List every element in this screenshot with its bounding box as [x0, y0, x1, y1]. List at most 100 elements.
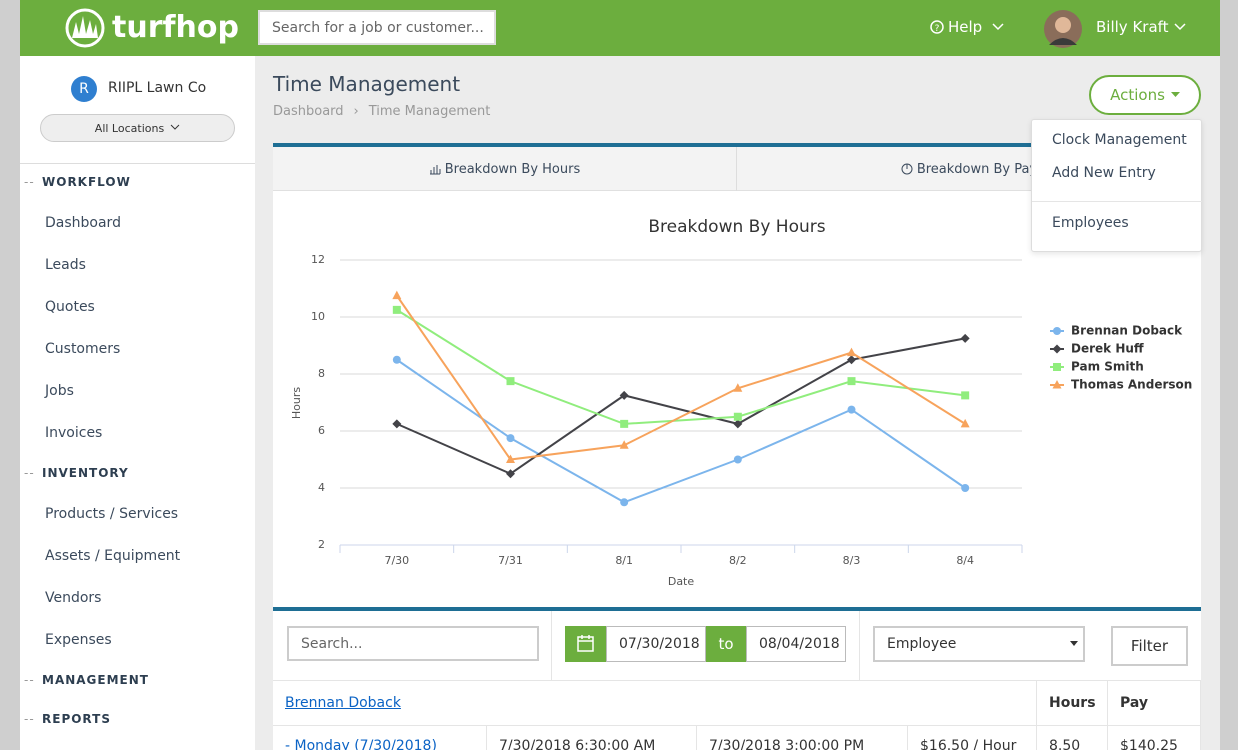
section-header[interactable]: -- INVENTORY — [20, 454, 255, 493]
table-cell: 7/30/2018 3:00:00 PM — [697, 726, 908, 750]
x-tick-label: 8/3 — [843, 554, 861, 567]
select-label: Employee — [887, 636, 957, 652]
point — [733, 412, 742, 421]
location-label: All Locations — [94, 121, 165, 135]
calendar-button[interactable] — [565, 626, 606, 662]
tab[interactable]: Breakdown By Hours — [273, 147, 737, 191]
section-header[interactable]: -- WORKFLOW — [20, 163, 255, 202]
y-tick-label: 6 — [318, 424, 325, 437]
point — [506, 469, 515, 479]
nav-item[interactable]: Expenses — [45, 632, 112, 648]
search-box[interactable]: Search for a job or customer... — [258, 10, 496, 45]
separator — [859, 611, 860, 681]
dash: -- — [24, 466, 35, 480]
divider — [20, 163, 255, 164]
page-title: Time Management — [273, 72, 461, 96]
y-tick-label: 8 — [318, 367, 325, 380]
point — [392, 305, 401, 314]
series-line — [396, 337, 966, 475]
help-icon: ? — [930, 20, 944, 34]
menu-item[interactable]: Add New Entry — [1052, 165, 1156, 181]
series-line — [396, 358, 966, 504]
chevron — [992, 23, 1004, 31]
breadcrumb-current: Time Management — [368, 104, 491, 119]
search-input[interactable]: Search... — [287, 626, 539, 661]
breadcrumb-link[interactable]: Dashboard — [273, 104, 344, 119]
company-badge: R — [71, 76, 97, 102]
nav-item[interactable]: Jobs — [45, 383, 74, 399]
table-cell[interactable]: - Monday (7/30/2018) — [273, 726, 487, 750]
nav-item[interactable]: Leads — [45, 257, 86, 273]
employee-link[interactable]: Brennan Doback — [273, 681, 1037, 726]
location-select[interactable]: All Locations — [40, 114, 235, 142]
table-cell: 7/30/2018 6:30:00 AM — [487, 726, 697, 750]
legend-label: Derek Huff — [1071, 342, 1144, 356]
user-name[interactable]: Billy Kraft — [1096, 18, 1169, 36]
point — [620, 498, 629, 507]
legend-label: Brennan Doback — [1071, 324, 1183, 338]
point — [733, 419, 743, 429]
section-title: REPORTS — [42, 712, 111, 726]
point — [392, 355, 401, 364]
separator: › — [353, 104, 359, 119]
end-date[interactable]: 08/04/2018 — [746, 626, 846, 662]
actions-button[interactable]: Actions — [1089, 75, 1201, 115]
nav-item[interactable]: Invoices — [45, 425, 103, 441]
bar-icon — [429, 164, 441, 174]
employee-select[interactable]: Employee — [873, 626, 1085, 662]
section-title: WORKFLOW — [42, 175, 131, 189]
legend-marker — [1053, 363, 1061, 371]
nav: -- WORKFLOW Dashboard Leads Quotes Customers J… — [20, 163, 255, 739]
avatar[interactable] — [1043, 9, 1083, 49]
nav-item[interactable]: Vendors — [45, 590, 102, 606]
tab-label: Breakdown By Hours — [444, 161, 581, 177]
point — [961, 391, 970, 400]
chevron — [170, 124, 180, 130]
caret — [1070, 641, 1078, 646]
legend-marker — [1052, 380, 1062, 389]
x-tick-label: 8/1 — [615, 554, 633, 567]
tab[interactable]: Breakdown By Pay — [737, 147, 1201, 191]
nav-item[interactable]: Dashboard — [45, 215, 121, 231]
brand[interactable]: turfhop — [112, 10, 239, 45]
svg-text:?: ? — [935, 24, 940, 34]
table: Brennan Doback Hours Pay - Monday (7/30/201… — [273, 681, 1201, 750]
chart-title: Breakdown By Hours — [648, 217, 825, 237]
section-header[interactable]: -- MANAGEMENT — [20, 661, 255, 700]
legend-marker — [1053, 327, 1061, 335]
nav-item[interactable]: Quotes — [45, 299, 95, 315]
filter-button[interactable]: Filter — [1111, 626, 1188, 666]
start-date[interactable]: 07/30/2018 — [606, 626, 706, 662]
actions-label: Actions — [1110, 86, 1165, 104]
point — [847, 405, 856, 414]
y-tick-label: 4 — [318, 481, 325, 494]
point — [620, 419, 629, 428]
y-axis-title: Hours — [290, 387, 303, 419]
menu-item[interactable]: Employees — [1052, 215, 1129, 231]
actions-menu: Clock Management Add New Entry Employees — [1031, 119, 1202, 252]
point — [961, 484, 970, 492]
y-tick-label: 2 — [318, 538, 325, 551]
point — [847, 355, 856, 365]
company-name[interactable]: RIIPL Lawn Co — [108, 80, 207, 96]
point — [506, 377, 515, 386]
x-tick-label: 7/31 — [498, 554, 523, 567]
help-menu[interactable]: Help — [948, 18, 983, 36]
point — [619, 440, 629, 449]
point — [960, 333, 970, 343]
nav-item[interactable]: Customers — [45, 341, 121, 357]
y-tick-label: 10 — [311, 310, 325, 323]
x-tick-label: 7/30 — [384, 554, 409, 567]
nav-item[interactable]: Assets / Equipment — [45, 548, 181, 564]
section-header[interactable]: -- REPORTS — [20, 700, 255, 739]
top-bar: turfhop Search for a job or customer... … — [20, 0, 1220, 56]
menu-item[interactable]: Clock Management — [1052, 132, 1187, 148]
legend-marker — [1052, 344, 1062, 354]
chart: Breakdown By Hours Date Hours 2 4 6 8 10 12 7/… — [273, 191, 1201, 607]
y-tick-label: 12 — [311, 253, 325, 266]
table-cell: 8.50 — [1037, 726, 1108, 750]
nav-item[interactable]: Products / Services — [45, 506, 179, 522]
table-cell: $140.25 — [1108, 726, 1201, 750]
point — [506, 454, 515, 463]
logo-icon — [65, 8, 105, 48]
